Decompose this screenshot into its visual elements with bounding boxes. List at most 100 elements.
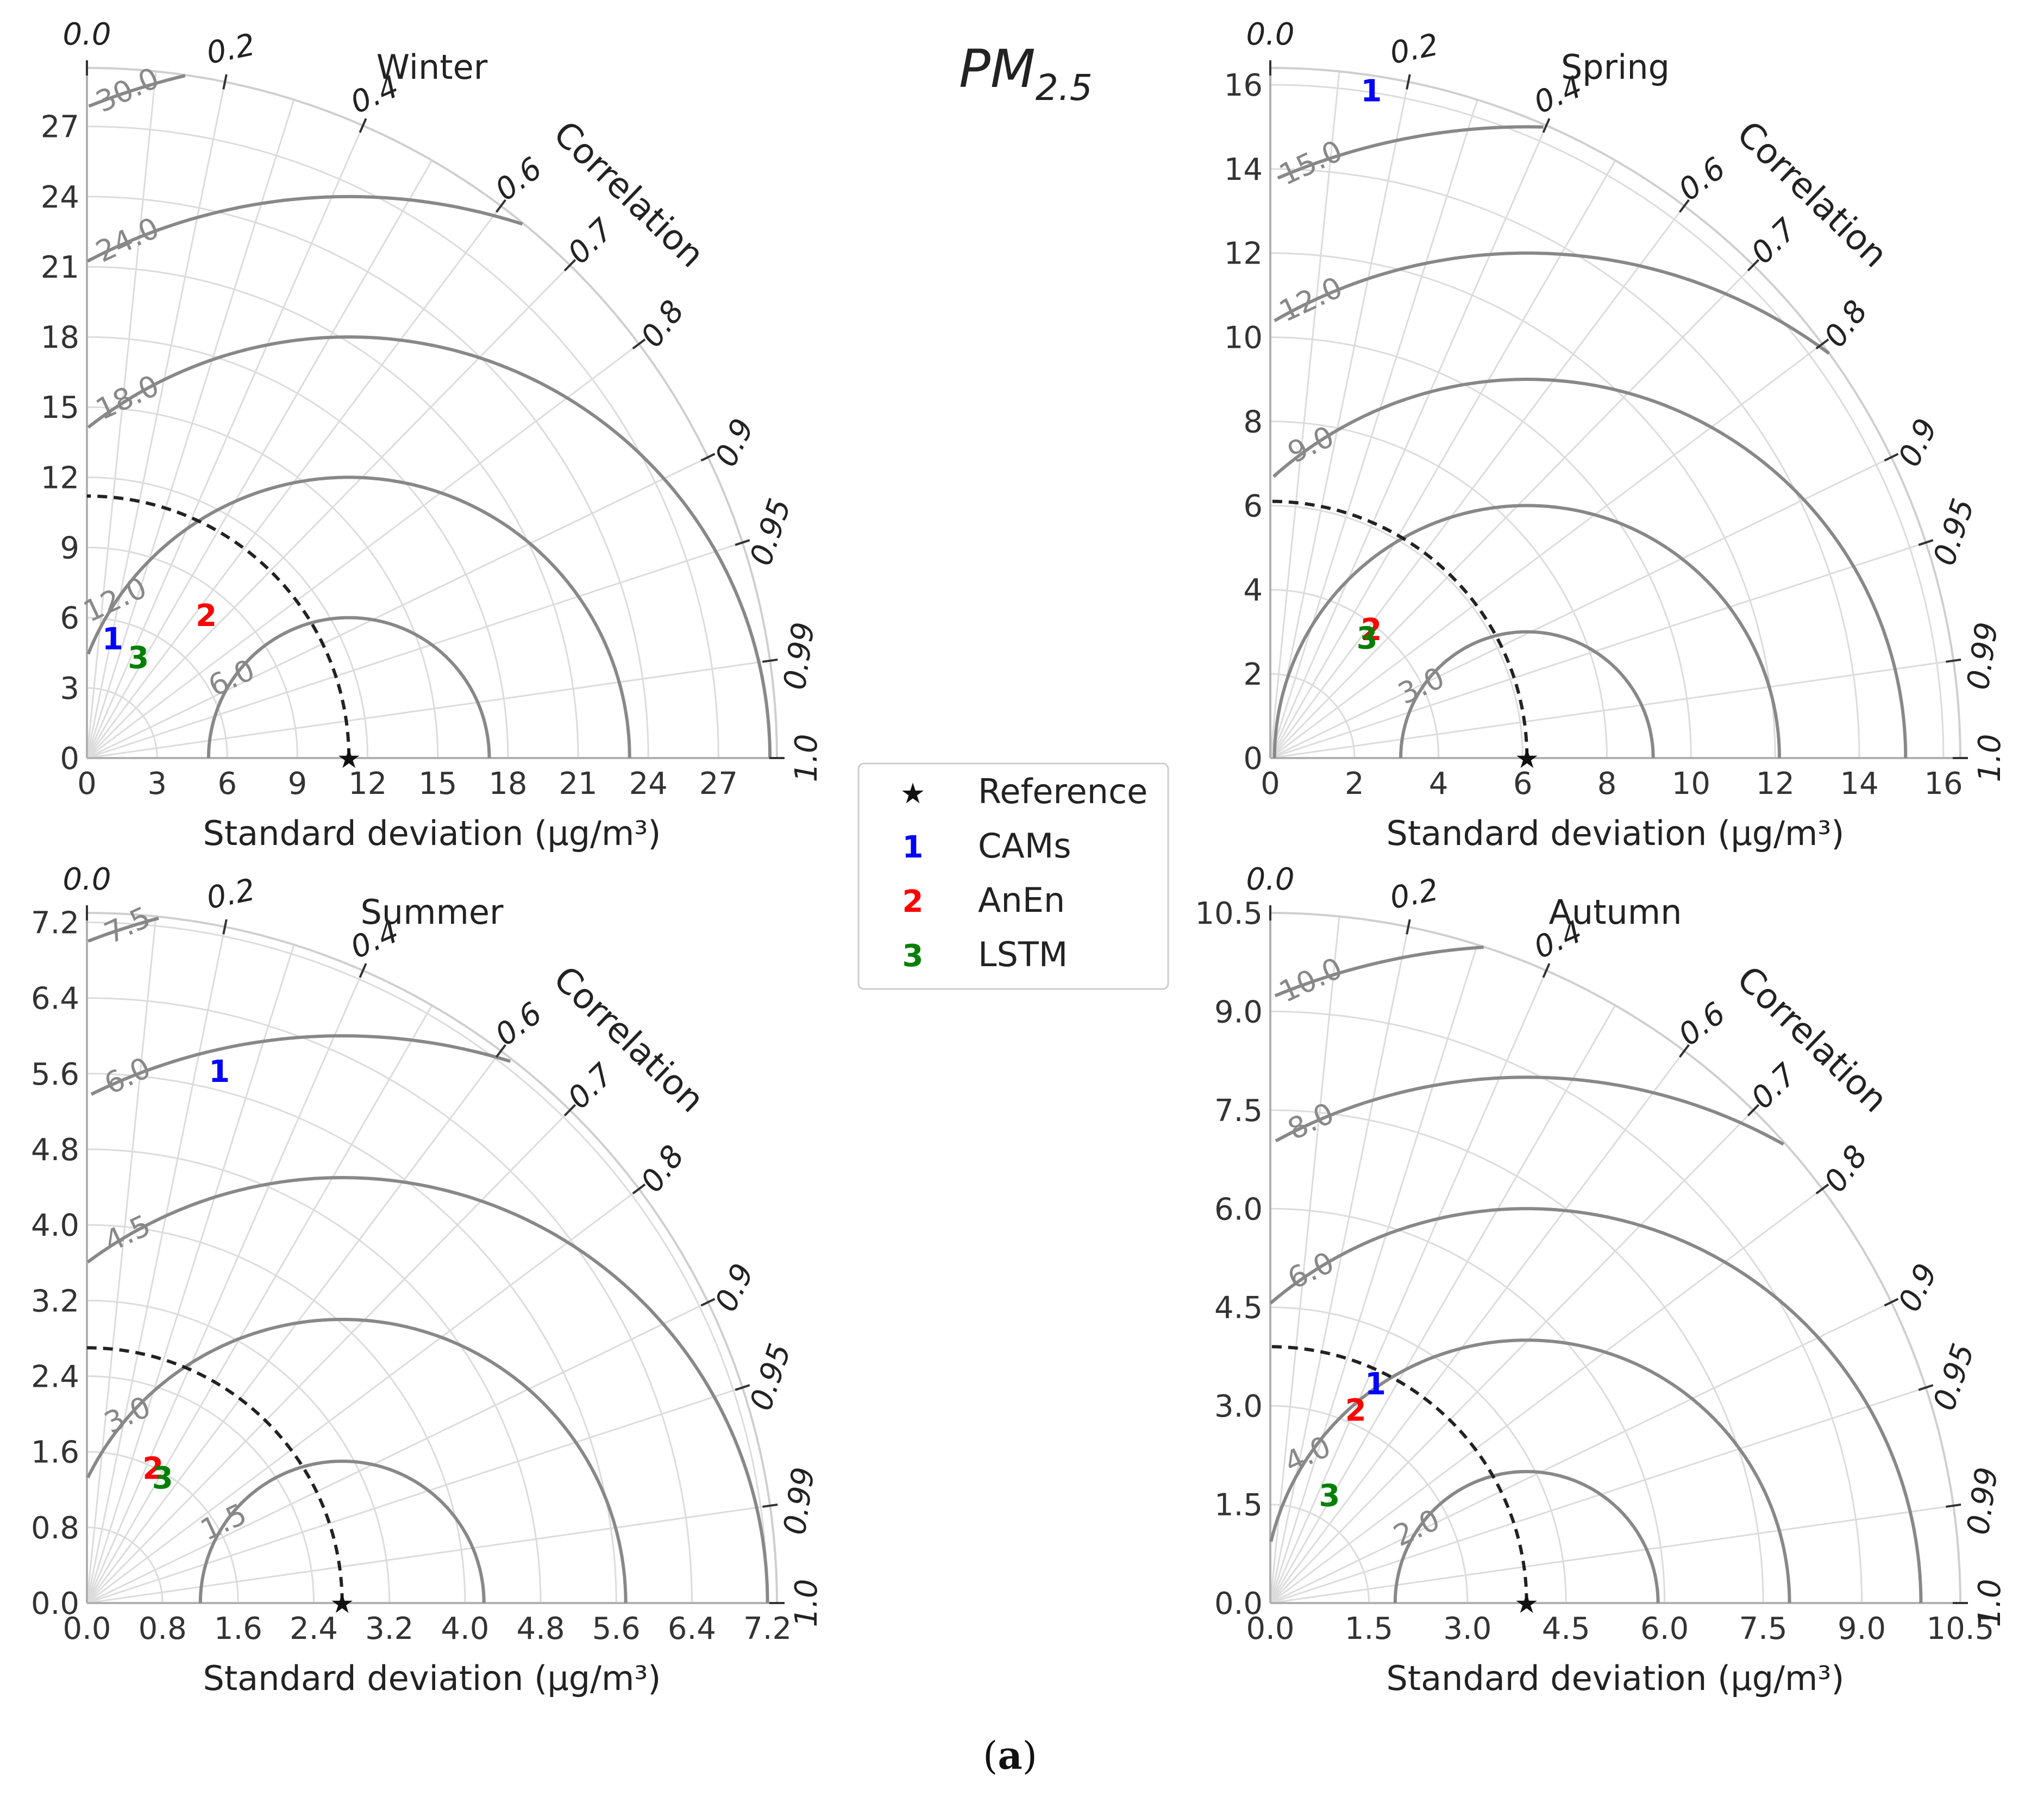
correlation-tick-label-0-7: 0.7 [1745,1057,1804,1116]
std-gridline [1270,1504,1370,1604]
x-tick-label-14: 14 [1840,766,1879,802]
correlation-gridline [1269,944,1478,1604]
y-tick-label-9-0: 9.0 [1214,994,1263,1030]
correlation-tick-label-0-6: 0.6 [1672,151,1732,208]
y-tick-label-8: 8 [1243,404,1263,440]
correlation-tick [1815,1184,1829,1194]
x-tick-label-21: 21 [559,766,597,802]
reference-std-arc [86,1346,344,1604]
model-marker-lstm: 3 [128,640,149,675]
correlation-tick [1679,1044,1690,1058]
x-tick-label-6-4: 6.4 [668,1611,716,1647]
reference-std-arc [1270,499,1529,759]
x-tick-label-0: 0 [77,766,97,802]
correlation-tick [359,963,367,978]
std-gridline [1270,1306,1567,1604]
std-gridline [1270,420,1608,759]
std-gridline [1270,912,1961,1604]
rmsd-contour [1393,1470,1660,1603]
std-gridline [1270,336,1692,759]
correlation-gridline [1269,160,1616,759]
figure-title-subscript: 2.5 [1036,67,1093,109]
x-tick-label-4: 4 [1429,766,1449,802]
caption-close: ) [1023,1733,1037,1778]
correlation-gridline [1270,1188,1823,1604]
correlation-tick-label-0-9: 0.9 [708,1258,761,1317]
legend-lstm-symbol: 3 [902,938,924,974]
correlation-gridline [86,343,639,759]
std-gridline [1270,1207,1666,1604]
correlation-tick-label-0-8: 0.8 [634,294,691,354]
correlation-gridline [1269,926,1409,1604]
rmsd-label: 4.5 [99,1208,155,1259]
y-tick-label-12: 12 [1224,236,1263,272]
correlation-gridline [86,970,364,1604]
correlation-gridline [86,1050,502,1604]
std-gridline [1270,589,1440,759]
correlation-gridline [1269,970,1547,1604]
rmsd-contour [206,616,491,758]
rmsd-contour [86,475,631,759]
x-tick-label-4-8: 4.8 [517,1611,565,1647]
correlation-tick [1542,118,1551,133]
correlation-gridline [86,916,157,1604]
rmsd-contour [1274,946,1484,998]
correlation-tick-label-0-6: 0.6 [489,996,549,1053]
correlation-tick-label-0-95: 0.95 [743,494,798,570]
std-gridline [86,1224,466,1604]
correlation-gridline [86,1188,639,1604]
rmsd-label: 3.0 [1393,660,1450,711]
correlation-tick-label-0-99: 0.99 [1960,620,2005,692]
correlation-tick [563,259,576,272]
legend-reference-symbol: ★ [900,778,926,810]
correlation-tick [700,453,716,462]
rmsd-contour [1275,1075,1784,1146]
correlation-tick-label-0-7: 0.7 [561,212,620,271]
y-tick-label-6: 6 [60,601,79,636]
correlation-gridline [86,1301,708,1604]
std-gridline [86,266,579,759]
correlation-tick-label-0-7: 0.7 [561,1057,620,1116]
panel-title-spring: Spring [1561,47,1670,87]
reference-std-arc [86,494,351,759]
y-tick-label-1-5: 1.5 [1214,1488,1263,1523]
correlation-tick-label-0-95: 0.95 [743,1339,798,1415]
std-gridline [86,406,439,759]
rmsd-contour [90,1034,511,1096]
y-tick-label-4-5: 4.5 [1214,1291,1263,1326]
std-gridline [86,1148,542,1604]
rmsd-label: 12.0 [1274,270,1348,329]
x-tick-label-4-0: 4.0 [441,1611,489,1647]
x-tick-label-3-2: 3.2 [365,1611,413,1647]
y-tick-label-0-0: 0.0 [1214,1586,1263,1622]
correlation-tick [1747,259,1760,272]
x-tick-label-16: 16 [1924,766,1963,802]
rmsd-label: 8.0 [1282,1096,1339,1147]
rmsd-label: 24.0 [91,210,165,269]
reference-star-marker: ★ [337,743,361,774]
correlation-tick-label-0-95: 0.95 [1927,494,1982,570]
y-tick-label-6-0: 6.0 [1214,1192,1263,1227]
rmsd-label: 15.0 [1274,134,1348,192]
x-tick-label-0-0: 0.0 [1246,1611,1294,1647]
y-tick-label-24: 24 [41,180,79,215]
correlation-tick-label-0-2: 0.2 [1387,872,1441,916]
legend-lstm-label: LSTM [978,935,1068,974]
correlation-tick [495,1044,507,1058]
x-tick-label-6: 6 [1513,766,1533,802]
x-tick-label-3-0: 3.0 [1443,1611,1491,1647]
figure-title-main: PM [959,39,1036,99]
correlation-tick-label-1-0: 1.0 [789,1579,824,1627]
taylor-panel-autumn: 2.04.06.08.010.0★0.00.01.51.53.03.04.54.… [1195,862,2008,1698]
model-marker-cams: 1 [1360,74,1382,109]
model-marker-anen: 2 [1360,612,1382,648]
correlation-gridline [86,660,770,759]
outer-arc [86,67,778,759]
std-gridline [1270,84,1945,759]
correlation-tick [1946,1503,1961,1508]
correlation-tick [495,199,507,213]
y-tick-label-15: 15 [41,390,79,425]
std-gridline [86,1299,391,1604]
x-tick-label-24: 24 [629,766,668,802]
rmsd-contour [1272,377,1908,758]
